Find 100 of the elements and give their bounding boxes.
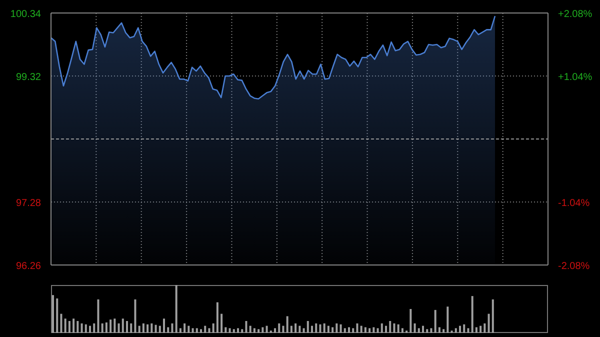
bar — [200, 329, 202, 333]
bar — [463, 324, 466, 333]
bar — [344, 328, 346, 333]
y-tick-label: 99.32 — [16, 72, 42, 83]
bar — [196, 328, 198, 333]
bar — [306, 321, 309, 333]
bar — [492, 299, 494, 333]
bar — [241, 329, 244, 333]
bar — [80, 323, 83, 333]
bar — [138, 326, 140, 333]
bar — [134, 299, 136, 333]
bar — [286, 316, 288, 333]
bar — [438, 327, 440, 333]
bar — [410, 309, 412, 333]
bar — [130, 323, 132, 333]
bar — [216, 302, 218, 333]
bar — [56, 298, 58, 333]
bar — [376, 328, 379, 333]
bar — [122, 318, 124, 333]
bar — [332, 327, 334, 333]
bar — [372, 327, 375, 333]
bar — [232, 329, 235, 333]
bar — [258, 329, 260, 333]
bar — [484, 323, 486, 333]
bar — [294, 323, 297, 333]
bar — [228, 328, 231, 333]
bar — [179, 328, 182, 333]
bar — [146, 324, 149, 333]
bar — [184, 323, 186, 333]
bar — [171, 323, 174, 333]
bar — [60, 314, 62, 333]
y-tick-label: 97.28 — [16, 198, 42, 209]
bar — [84, 324, 87, 333]
bar — [488, 314, 490, 333]
bar — [422, 326, 424, 333]
bar — [426, 329, 428, 333]
bar — [327, 326, 330, 333]
bar — [163, 318, 165, 333]
bar — [434, 310, 436, 333]
bar — [348, 327, 350, 333]
bar — [352, 328, 354, 333]
bar — [459, 326, 461, 333]
bar — [467, 328, 470, 333]
bar — [360, 326, 362, 333]
bar — [418, 328, 420, 333]
bar — [89, 326, 91, 333]
y2-tick-label: +2.08% — [558, 9, 592, 20]
bar — [471, 296, 474, 333]
bar — [72, 318, 75, 333]
bar — [475, 327, 478, 333]
bar — [76, 321, 79, 333]
bar — [262, 327, 264, 333]
bar — [446, 306, 449, 333]
bar — [401, 328, 404, 333]
bar — [393, 323, 396, 333]
bar — [224, 327, 227, 333]
bar — [389, 321, 392, 333]
bar — [188, 326, 190, 333]
bar — [245, 321, 248, 333]
bar — [430, 328, 432, 333]
y-tick-label: 100.34 — [10, 9, 42, 20]
bar — [105, 322, 108, 333]
bar — [158, 326, 161, 333]
bar — [340, 324, 342, 333]
bar — [480, 326, 482, 333]
bar — [336, 323, 338, 333]
bar — [101, 323, 104, 333]
bar — [319, 324, 322, 333]
bar — [93, 323, 96, 333]
bar — [212, 323, 214, 333]
y2-tick-label: -2.08% — [558, 261, 590, 272]
bar — [150, 323, 153, 333]
bar — [442, 329, 445, 333]
bar — [323, 323, 326, 333]
bar — [278, 323, 280, 333]
bar — [380, 323, 383, 333]
bar — [253, 328, 256, 333]
bar — [266, 326, 268, 333]
bar — [414, 323, 416, 333]
bar — [154, 324, 157, 333]
bar — [315, 323, 318, 333]
bar — [192, 328, 194, 333]
bar — [397, 324, 400, 333]
bar — [385, 326, 387, 333]
y2-tick-label: +1.04% — [558, 72, 592, 83]
bar — [298, 326, 301, 333]
bar — [175, 285, 178, 333]
bar — [249, 326, 252, 333]
bar — [118, 323, 120, 333]
bar — [302, 328, 305, 333]
bar — [97, 299, 100, 333]
bar — [290, 326, 292, 333]
bar — [110, 320, 112, 333]
bar — [356, 323, 358, 333]
bar — [114, 318, 116, 333]
bar — [364, 327, 366, 333]
bar — [52, 295, 54, 333]
bar — [311, 326, 313, 333]
bar — [368, 328, 371, 333]
bar — [274, 328, 276, 333]
